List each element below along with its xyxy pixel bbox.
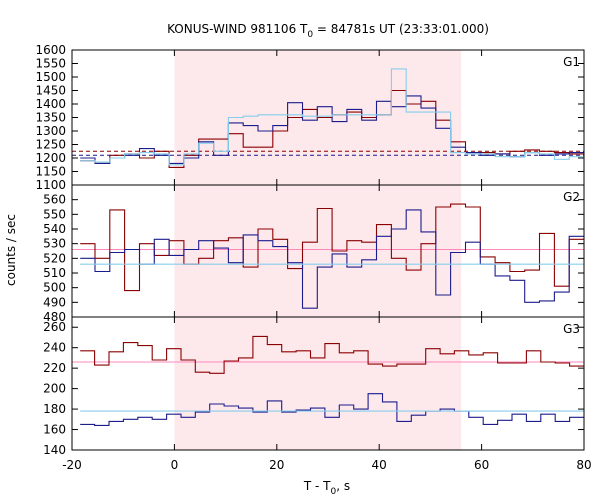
panel-label-g2: G2: [563, 190, 580, 204]
y-tick-label-g3: 180: [43, 402, 66, 416]
series-g1-2: [80, 68, 584, 166]
y-tick-label-g1: 1300: [35, 124, 66, 138]
y-tick-label-g1: 1550: [35, 57, 66, 71]
y-tick-label-g1: 1150: [35, 165, 66, 179]
y-tick-label-g3: 220: [43, 361, 66, 375]
y-tick-label-g3: 260: [43, 320, 66, 334]
series-g3-0: [80, 335, 584, 374]
panel-g1: 1100115012001250130013501400145015001550…: [35, 43, 585, 192]
y-tick-label-g1: 1600: [35, 43, 66, 57]
y-tick-label-g1: 1250: [35, 138, 66, 152]
chart-title-subscript: 0: [307, 30, 313, 40]
series-g3-1: [80, 393, 584, 426]
y-tick-label-g2: 550: [43, 207, 66, 221]
panel-frame-g3: [71, 316, 585, 451]
chart-title-main: KONUS-WIND 981106 T: [167, 22, 308, 36]
y-tick-label-g2: 540: [43, 222, 66, 236]
y-tick-label-g2: 560: [43, 193, 66, 207]
y-tick-label-g1: 1500: [35, 70, 66, 84]
x-tick-label: 60: [474, 458, 489, 472]
x-tick-label: 20: [269, 458, 284, 472]
y-tick-label-g2: 490: [43, 295, 66, 309]
y-tick-label-g3: 160: [43, 423, 66, 437]
panel-label-g3: G3: [563, 322, 580, 336]
x-axis-title-main: T - T: [303, 479, 331, 493]
y-tick-label-g2: 510: [43, 266, 66, 280]
y-tick-label-g3: 140: [43, 443, 66, 457]
x-tick-label: 0: [171, 458, 179, 472]
series-g2-1: [80, 209, 584, 309]
chart-title-rest: = 84781s UT (23:33:01.000): [313, 22, 489, 36]
y-axis-title: counts / sec: [4, 214, 18, 286]
x-tick-label: 40: [372, 458, 387, 472]
x-axis-title: T - T0, s: [303, 479, 350, 497]
y-tick-label-g2: 480: [43, 310, 66, 324]
y-tick-label-g3: 240: [43, 341, 66, 355]
x-tick-label: -20: [62, 458, 82, 472]
y-tick-label-g1: 1350: [35, 111, 66, 125]
y-tick-label-g1: 1450: [35, 84, 66, 98]
panels-group: 1100115012001250130013501400145015001550…: [35, 43, 591, 472]
x-tick-label: 80: [576, 458, 591, 472]
x-axis-title-rest: , s: [336, 479, 350, 493]
y-tick-label-g2: 530: [43, 237, 66, 251]
y-tick-label-g1: 1100: [35, 178, 66, 192]
x-axis-title-subscript: 0: [331, 487, 337, 497]
panel-g3: 140 160 180 200 220 240 260 G3: [43, 316, 585, 457]
y-tick-label-g2: 520: [43, 251, 66, 265]
y-tick-label-g1: 1400: [35, 97, 66, 111]
y-tick-label-g3: 200: [43, 382, 66, 396]
y-tick-label-g1: 1200: [35, 151, 66, 165]
panel-label-g1: G1: [563, 55, 580, 69]
chart-title: KONUS-WIND 981106 T0 = 84781s UT (23:33:…: [167, 22, 489, 40]
y-tick-label-g2: 500: [43, 281, 66, 295]
